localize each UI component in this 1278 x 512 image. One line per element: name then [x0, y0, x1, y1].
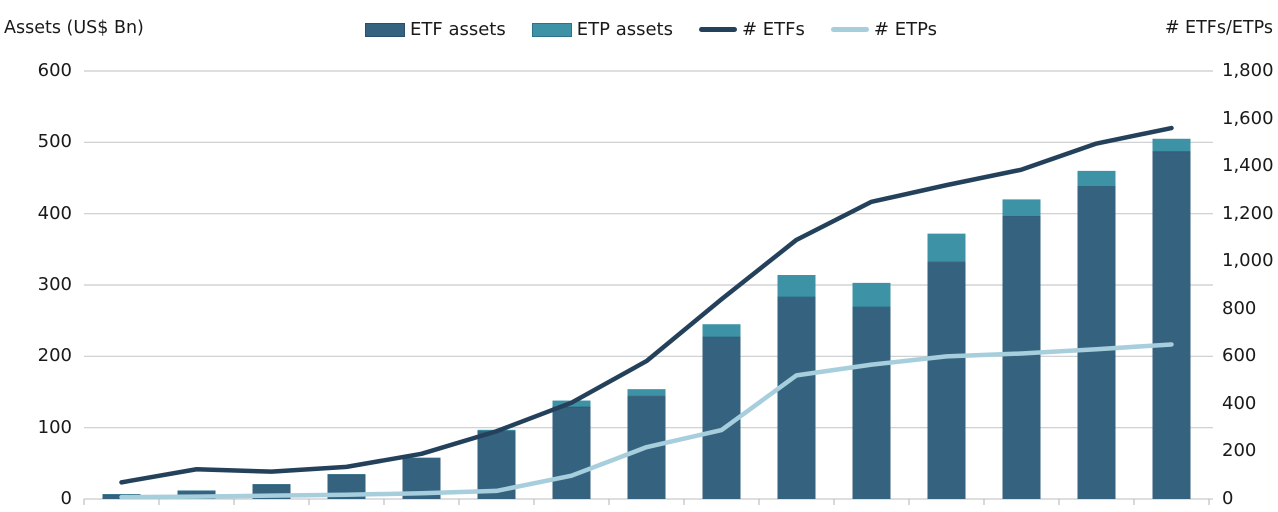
right-axis-tick-label: 1,800 [1222, 60, 1274, 81]
legend-item-label: ETF assets [410, 19, 506, 40]
right-axis-tick-label: 1,400 [1222, 155, 1274, 177]
left-axis-tick-label: 200 [37, 345, 72, 367]
right-axis-tick-label: 400 [1222, 392, 1257, 414]
left-axis-title: Assets (US$ Bn) [4, 18, 144, 38]
left-axis-tick-label: 100 [37, 416, 72, 438]
right-axis-tick-label: 0 [1222, 488, 1234, 509]
legend-item-label: # ETFs [742, 19, 805, 40]
bar-etp-segment [777, 275, 816, 298]
num-etfs-line-swatch-icon [699, 27, 737, 32]
bar-etf-segment [777, 297, 816, 499]
right-axis-title: # ETFs/ETPs [1164, 18, 1273, 38]
num-etps-line [119, 342, 1174, 500]
left-axis-tick-labels: 0 100 200 300 400 500 600 [0, 0, 72, 512]
legend-item-num-etfs: # ETFs [699, 19, 805, 40]
right-axis-tick-label: 200 [1222, 440, 1257, 462]
right-axis-tick-label: 800 [1222, 297, 1257, 319]
bar-etp-segment [627, 389, 666, 397]
legend-item-etf-assets: ETF assets [365, 19, 506, 40]
left-axis-tick-label: 600 [37, 60, 72, 81]
bar-etf-segment [1002, 216, 1041, 499]
legend: ETF assets ETP assets # ETFs # ETPs [365, 19, 937, 40]
bar-etf-segment [852, 307, 891, 499]
bar-etp-segment [927, 233, 966, 263]
right-axis-tick-label: 1,000 [1222, 250, 1274, 272]
bar-etp-segment [1152, 138, 1191, 152]
bar-etf-segment [1077, 186, 1116, 499]
etf-assets-swatch-icon [365, 22, 405, 37]
right-axis-tick-labels: 0 200 400 600 800 1,000 1,200 1,400 1,600 1,800 [1222, 0, 1278, 512]
etp-assets-swatch-icon [531, 22, 572, 37]
bar-etp-segment [702, 324, 741, 338]
right-axis-tick-label: 1,600 [1222, 107, 1274, 129]
bar-etp-segment [1002, 199, 1041, 217]
left-axis-tick-label: 500 [37, 131, 72, 153]
legend-item-label: ETP assets [576, 19, 673, 40]
right-axis-tick-label: 600 [1222, 345, 1257, 367]
bar-etp-segment [1077, 170, 1116, 187]
right-axis-tick-label: 1,200 [1222, 202, 1274, 224]
num-etps-line-swatch-icon [830, 27, 869, 32]
bar-etf-segment [927, 262, 966, 499]
legend-item-num-etps: # ETPs [830, 19, 937, 40]
legend-item-label: # ETPs [873, 19, 937, 40]
left-axis-tick-label: 400 [37, 202, 72, 224]
left-axis-tick-label: 300 [37, 274, 72, 295]
bar-etf-segment [552, 406, 591, 499]
bar-etp-segment [852, 282, 891, 308]
left-axis-tick-label: 0 [60, 488, 72, 509]
num-etfs-line [119, 125, 1174, 485]
legend-item-etp-assets: ETP assets [531, 19, 673, 40]
bar-etf-segment [1152, 151, 1191, 499]
